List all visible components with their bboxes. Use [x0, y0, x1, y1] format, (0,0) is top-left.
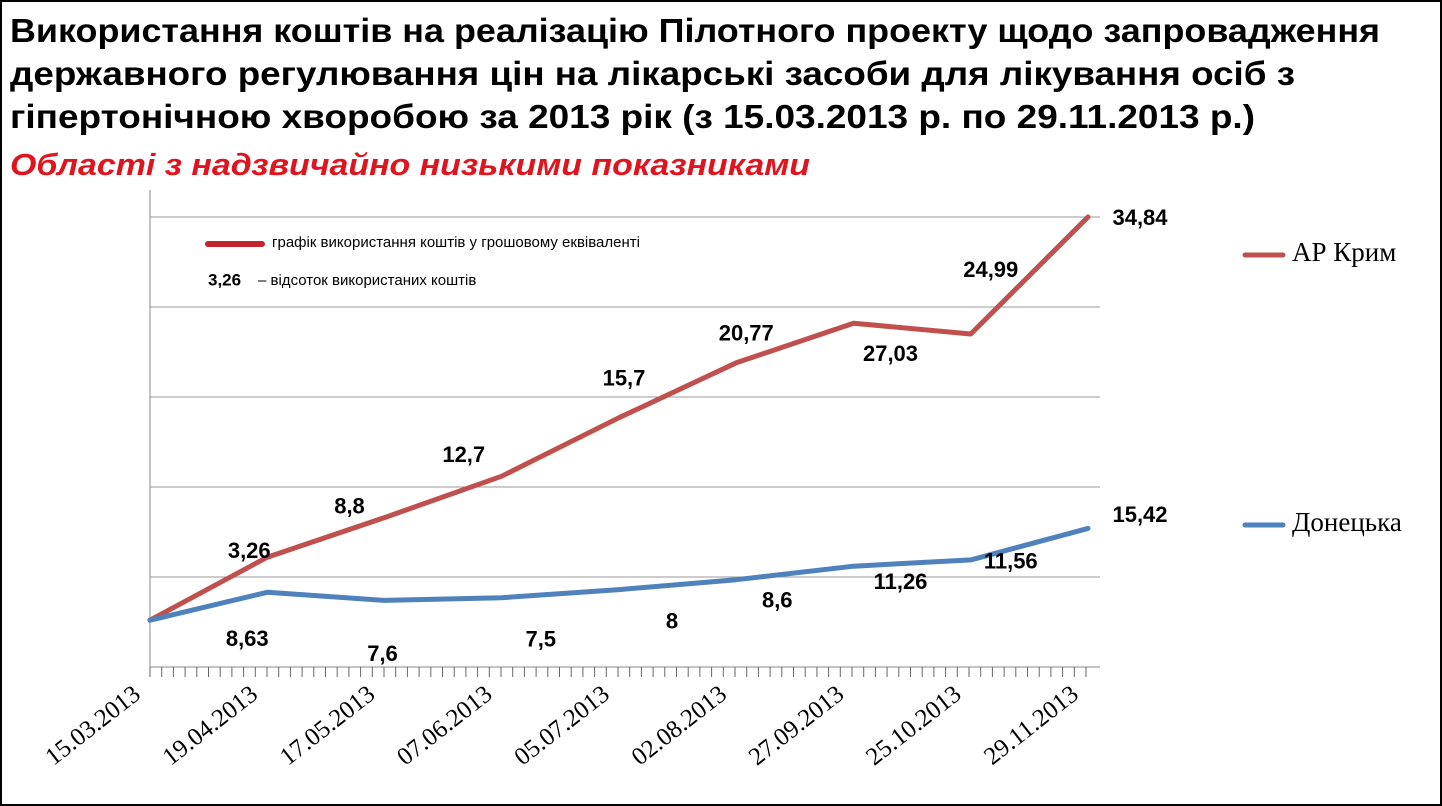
x-tick-label: 02.08.2013: [627, 680, 732, 771]
percent-label: 7,6: [367, 641, 398, 666]
percent-label: 15,7: [603, 366, 646, 391]
percent-label: 8: [666, 608, 678, 633]
percent-label: 11,56: [984, 549, 1038, 574]
percent-label: 20,77: [719, 321, 774, 346]
x-tick-label: 17.05.2013: [275, 680, 380, 771]
title-line: Використання коштів на реалізацію Пілотн…: [10, 12, 1380, 49]
x-tick-label: 25.10.2013: [861, 680, 966, 771]
line-series: [147, 525, 1091, 623]
x-tick-label: 27.09.2013: [744, 680, 849, 771]
percent-label: 24,99: [963, 257, 1018, 282]
note-text: – відсоток використаних коштів: [258, 272, 476, 289]
x-tick-label: 05.07.2013: [509, 680, 614, 771]
percent-label: 34,84: [1112, 205, 1168, 230]
percent-label: 8,63: [226, 626, 269, 651]
legend-label: Донецька: [1292, 507, 1402, 537]
percent-label: 7,5: [525, 627, 556, 652]
line-series: [147, 214, 1091, 623]
note-text: графік використання коштів у грошовому е…: [272, 234, 640, 251]
x-tick-label: 15.03.2013: [40, 680, 145, 771]
percent-label: 12,7: [442, 442, 485, 467]
percent-label: 8,6: [762, 588, 793, 613]
percent-label: 3,26: [228, 538, 271, 563]
title-line: державного регулювання цін на лікарські …: [10, 55, 1295, 92]
x-tick-label: 29.11.2013: [979, 680, 1084, 770]
percent-label: 8,8: [334, 493, 365, 518]
title-line: гіпертонічною хворобою за 2013 рік (з 15…: [10, 98, 1255, 135]
subtitle: Області з надзвичайно низькими показника…: [10, 147, 810, 182]
legend-label: АР Крим: [1292, 237, 1396, 267]
percent-label: 11,26: [874, 569, 928, 594]
x-tick-label: 19.04.2013: [158, 680, 263, 771]
percent-label: 15,42: [1112, 502, 1167, 527]
x-tick-label: 07.06.2013: [392, 680, 497, 771]
percent-label: 27,03: [863, 341, 918, 366]
note-example: 3,26: [208, 270, 241, 289]
